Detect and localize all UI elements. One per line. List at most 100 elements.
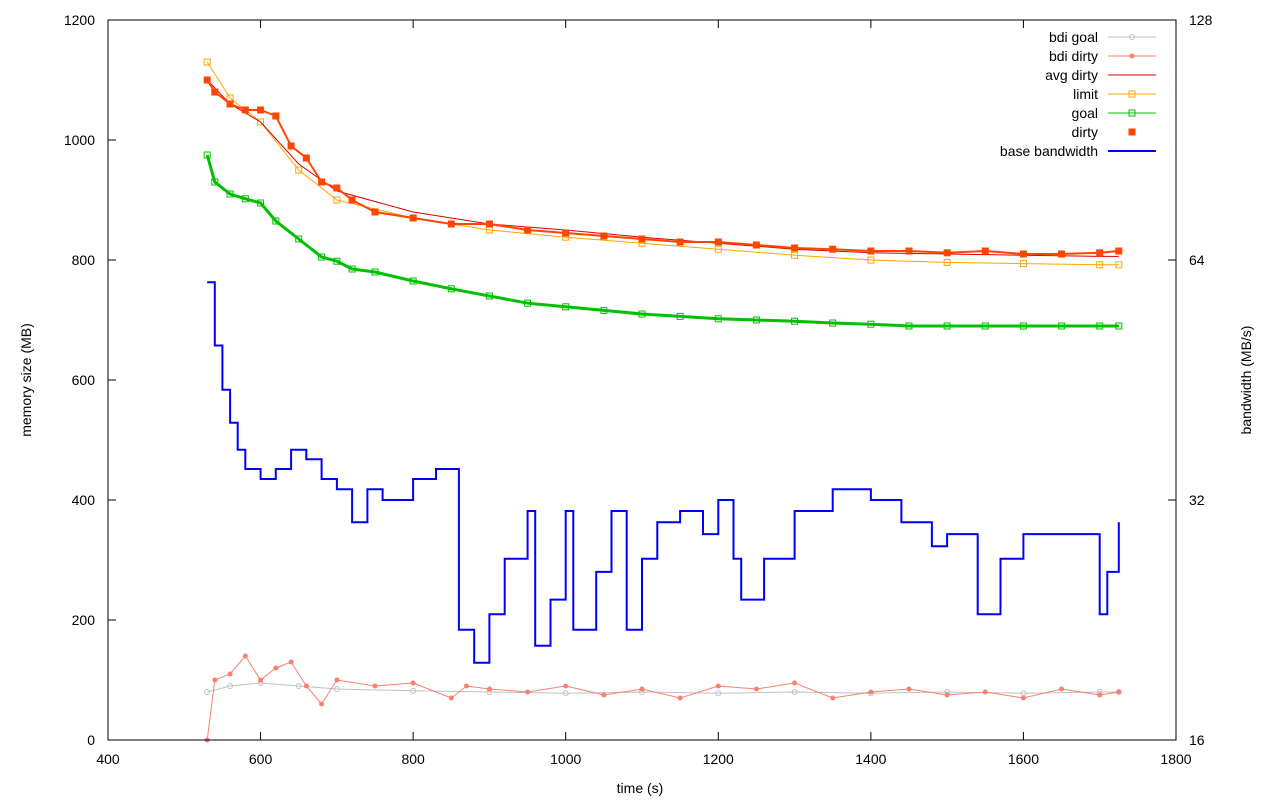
data-point	[524, 299, 532, 307]
y2-tick-label: 64	[1189, 252, 1205, 268]
data-point	[752, 241, 760, 249]
y-tick-label: 800	[72, 252, 96, 268]
series-avg-dirty	[206, 79, 1119, 257]
series-line-bdi-dirty	[206, 655, 1119, 741]
legend-label: bdi goal	[1049, 29, 1098, 45]
data-point	[677, 695, 683, 701]
data-point	[204, 689, 211, 695]
data-point	[562, 690, 569, 697]
data-point	[791, 689, 798, 695]
legend-label: bdi dirty	[1049, 48, 1098, 64]
data-point	[982, 689, 988, 695]
data-point	[867, 256, 875, 264]
y-tick-label: 600	[72, 372, 96, 388]
x-tick-label: 600	[249, 751, 273, 767]
data-point	[409, 214, 417, 222]
data-point	[211, 178, 219, 186]
data-point	[1019, 322, 1027, 330]
data-point	[791, 244, 799, 252]
data-point	[288, 659, 294, 665]
data-point	[943, 322, 951, 330]
legend-marker	[1129, 53, 1135, 59]
legend-item-avg-dirty: avg dirty	[1045, 67, 1156, 83]
data-point	[371, 268, 379, 276]
data-point	[333, 257, 341, 265]
data-point	[943, 249, 951, 257]
series-goal	[203, 151, 1123, 330]
data-point	[295, 166, 303, 174]
data-point	[1096, 249, 1104, 257]
data-point	[714, 245, 722, 253]
series-limit	[203, 58, 1123, 269]
data-point	[485, 220, 493, 228]
legend-item-base-bandwidth: base bandwidth	[1000, 143, 1156, 159]
data-point	[715, 690, 722, 697]
data-point	[600, 232, 608, 240]
legend-marker	[1128, 128, 1136, 136]
series-bdi-dirty	[204, 653, 1122, 743]
x-tick-label: 1600	[1008, 751, 1039, 767]
data-point	[447, 220, 455, 228]
data-point	[333, 184, 341, 192]
data-point	[241, 106, 249, 114]
data-point	[410, 680, 416, 686]
legend-label: avg dirty	[1045, 67, 1098, 83]
data-point	[227, 683, 234, 689]
data-point	[227, 671, 233, 677]
data-point	[867, 320, 875, 328]
y2-tick-label: 32	[1189, 492, 1205, 508]
series-layer	[203, 58, 1123, 743]
data-point	[318, 178, 326, 186]
y2-tick-label: 128	[1189, 12, 1213, 28]
data-point	[409, 277, 417, 285]
legend-marker	[1129, 34, 1135, 40]
x-tick-label: 1200	[703, 751, 734, 767]
data-point	[562, 229, 570, 237]
y2-tick-label: 16	[1189, 732, 1205, 748]
data-point	[203, 151, 211, 159]
series-line-base-bandwidth	[207, 281, 1120, 664]
data-point	[525, 689, 531, 695]
data-point	[1115, 247, 1123, 255]
data-point	[348, 265, 356, 273]
y-tick-label: 1200	[64, 12, 95, 28]
data-point	[600, 306, 608, 314]
data-point	[792, 680, 798, 686]
data-point	[563, 683, 569, 689]
data-point	[1097, 692, 1103, 698]
data-point	[448, 695, 454, 701]
data-point	[410, 687, 417, 694]
data-point	[1096, 261, 1104, 269]
x-tick-label: 800	[401, 751, 425, 767]
data-point	[226, 100, 234, 108]
series-line-avg-dirty	[206, 79, 1119, 257]
data-point	[203, 58, 211, 66]
data-point	[1019, 250, 1027, 258]
legend-item-bdi-goal: bdi goal	[1049, 29, 1156, 45]
data-point	[447, 285, 455, 293]
data-point	[830, 695, 836, 701]
data-point	[295, 683, 302, 689]
data-point	[944, 692, 950, 698]
data-point	[1096, 322, 1104, 330]
data-point	[348, 196, 356, 204]
data-point	[638, 310, 646, 318]
series-line-limit	[206, 61, 1119, 266]
data-point	[714, 238, 722, 246]
data-point	[906, 686, 912, 692]
data-point	[1115, 322, 1123, 330]
data-point	[486, 686, 492, 692]
data-point	[676, 238, 684, 246]
data-point	[1058, 250, 1066, 258]
x-tick-label: 1400	[855, 751, 886, 767]
legend-marker	[1128, 90, 1136, 98]
data-point	[1116, 689, 1122, 695]
x-tick-label: 1000	[550, 751, 581, 767]
data-point	[943, 258, 951, 266]
data-point	[212, 677, 218, 683]
data-point	[601, 692, 607, 698]
y-tick-label: 400	[72, 492, 96, 508]
data-point	[257, 106, 265, 114]
data-point	[295, 235, 303, 243]
